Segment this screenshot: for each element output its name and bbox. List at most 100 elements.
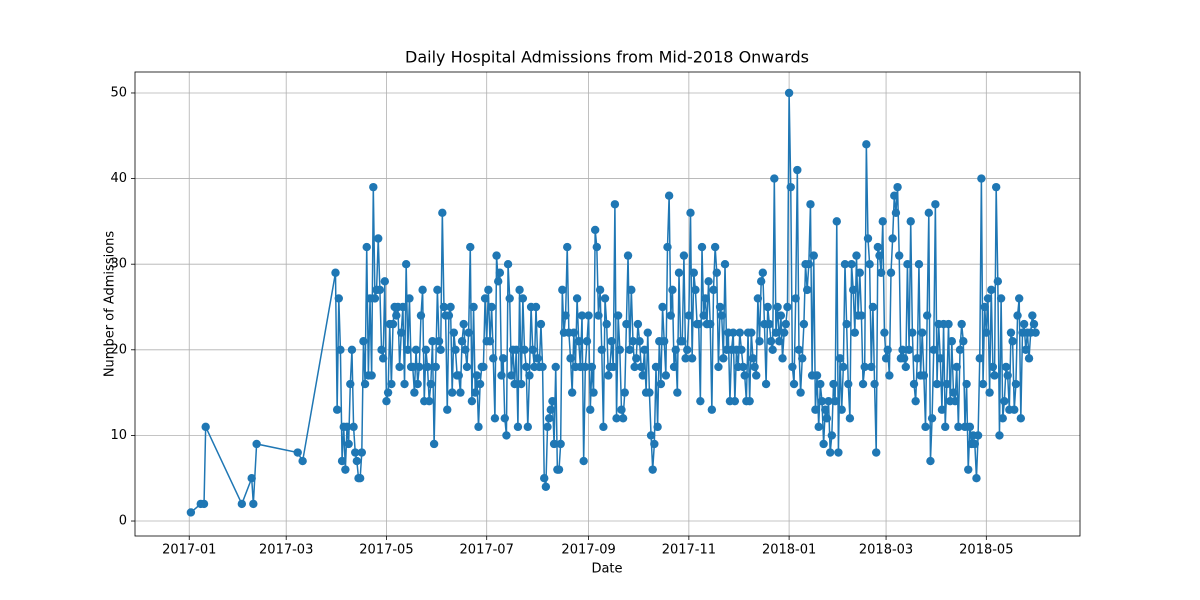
data-point bbox=[674, 268, 684, 277]
data-point bbox=[715, 302, 725, 312]
data-point bbox=[334, 294, 343, 303]
data-point bbox=[495, 268, 505, 277]
data-point bbox=[959, 337, 968, 346]
data-point bbox=[597, 345, 606, 355]
data-point bbox=[773, 302, 782, 312]
data-point bbox=[717, 311, 726, 320]
data-point bbox=[628, 337, 638, 346]
data-point bbox=[472, 371, 482, 380]
data-point bbox=[433, 285, 442, 295]
data-point bbox=[186, 508, 196, 517]
data-point bbox=[247, 474, 256, 483]
data-point bbox=[766, 337, 776, 346]
data-point bbox=[927, 414, 937, 423]
data-point bbox=[586, 405, 595, 414]
data-point bbox=[347, 345, 357, 355]
data-point bbox=[706, 319, 715, 329]
data-point bbox=[673, 388, 682, 397]
data-point bbox=[617, 405, 626, 414]
data-point bbox=[863, 234, 873, 243]
data-point bbox=[563, 242, 572, 252]
data-point bbox=[870, 379, 879, 389]
data-point bbox=[566, 354, 575, 363]
data-point bbox=[362, 242, 371, 252]
data-point bbox=[459, 319, 468, 329]
data-point bbox=[888, 234, 897, 243]
data-point bbox=[929, 345, 938, 355]
data-point bbox=[374, 234, 383, 243]
data-point bbox=[962, 379, 971, 389]
data-point bbox=[359, 337, 368, 346]
data-point bbox=[784, 88, 794, 98]
data-point bbox=[462, 362, 472, 372]
data-point bbox=[755, 337, 764, 346]
data-point bbox=[1011, 379, 1021, 389]
y-tick-label: 10 bbox=[110, 428, 127, 443]
data-point bbox=[549, 439, 559, 449]
data-point bbox=[860, 362, 869, 372]
data-point bbox=[689, 268, 698, 277]
data-point bbox=[926, 456, 935, 466]
data-point bbox=[747, 328, 756, 337]
data-point bbox=[714, 362, 723, 372]
data-point bbox=[367, 371, 376, 380]
data-point bbox=[421, 345, 431, 355]
data-point bbox=[964, 465, 973, 474]
data-point bbox=[349, 422, 358, 432]
data-point bbox=[885, 371, 894, 380]
data-point bbox=[489, 354, 498, 363]
data-point bbox=[456, 388, 465, 397]
data-point bbox=[428, 337, 437, 346]
data-point bbox=[479, 362, 488, 372]
data-point bbox=[852, 251, 861, 260]
data-point bbox=[909, 379, 919, 389]
data-point bbox=[855, 268, 864, 277]
data-point bbox=[658, 302, 667, 312]
data-point bbox=[686, 208, 695, 218]
data-point bbox=[633, 319, 643, 329]
data-point bbox=[408, 362, 417, 372]
data-point bbox=[835, 354, 845, 363]
data-point bbox=[1010, 405, 1019, 414]
data-point bbox=[625, 345, 634, 355]
data-point bbox=[653, 422, 662, 432]
data-point bbox=[604, 371, 613, 380]
data-point bbox=[977, 174, 986, 183]
data-point bbox=[924, 208, 933, 218]
data-point bbox=[589, 388, 598, 397]
data-point bbox=[561, 311, 570, 320]
data-point bbox=[332, 405, 342, 414]
data-point bbox=[461, 345, 470, 355]
x-tick-label: 2018-05 bbox=[959, 543, 1013, 558]
data-point bbox=[660, 337, 669, 346]
data-point bbox=[434, 337, 444, 346]
data-point bbox=[623, 251, 633, 260]
data-point bbox=[942, 379, 952, 389]
data-point bbox=[416, 311, 426, 320]
data-point bbox=[890, 191, 899, 200]
data-point bbox=[388, 319, 398, 329]
data-point bbox=[558, 285, 567, 295]
data-point bbox=[868, 302, 878, 312]
data-point bbox=[431, 362, 440, 372]
data-point bbox=[683, 345, 692, 355]
data-point bbox=[237, 499, 247, 509]
data-point bbox=[875, 251, 884, 260]
data-point bbox=[485, 337, 495, 346]
data-point bbox=[694, 319, 703, 329]
data-point bbox=[914, 259, 924, 269]
data-point bbox=[590, 225, 600, 235]
data-point bbox=[845, 414, 855, 423]
data-point bbox=[701, 294, 710, 303]
data-point bbox=[993, 277, 1003, 286]
data-point bbox=[471, 388, 480, 397]
data-point bbox=[710, 242, 720, 252]
x-tick-label: 2017-01 bbox=[162, 543, 216, 558]
data-point bbox=[812, 371, 822, 380]
data-point bbox=[546, 405, 555, 414]
data-point bbox=[704, 277, 713, 286]
data-point bbox=[918, 328, 927, 337]
data-point bbox=[357, 448, 366, 457]
data-point bbox=[965, 422, 975, 432]
data-point bbox=[824, 396, 833, 406]
